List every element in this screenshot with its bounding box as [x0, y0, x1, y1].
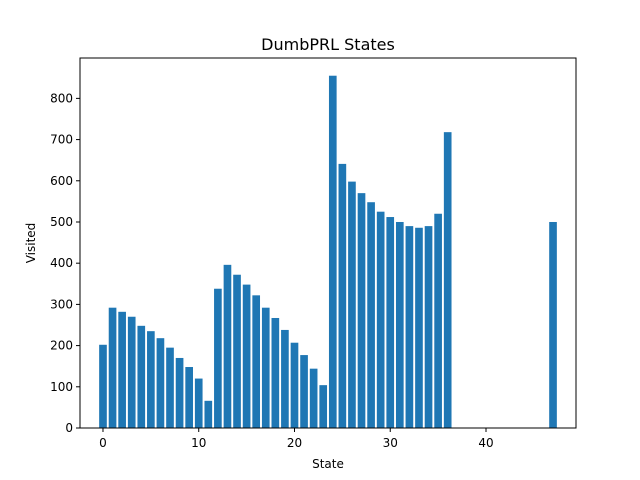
bar-state-17	[261, 307, 270, 428]
bar-state-29	[376, 211, 385, 428]
y-tick-label: 500	[50, 215, 73, 229]
y-tick-label: 300	[50, 297, 73, 311]
bar-state-3	[127, 316, 136, 428]
bar-state-6	[156, 338, 165, 428]
bar-state-14	[233, 274, 241, 428]
bar-state-5	[147, 331, 155, 428]
bar-state-18	[271, 317, 280, 428]
x-tick-label: 20	[287, 436, 302, 450]
chart-title: DumbPRL States	[261, 35, 395, 54]
y-axis-label: Visited	[24, 223, 38, 264]
bar-state-24	[328, 75, 337, 428]
bar-state-12	[214, 288, 222, 428]
x-axis-label: State	[312, 457, 344, 471]
axes-frame	[79, 57, 577, 429]
bar-state-25	[338, 163, 347, 428]
y-tick-label: 700	[50, 133, 73, 147]
y-tick-label: 100	[50, 380, 73, 394]
bar-state-23	[319, 385, 328, 428]
bar-state-15	[242, 284, 251, 428]
bar-state-7	[166, 347, 174, 428]
bar-state-20	[290, 342, 299, 428]
bar-state-19	[281, 329, 289, 428]
y-tick-label: 800	[50, 91, 73, 105]
bar-state-27	[357, 193, 366, 428]
bar-state-4	[137, 325, 146, 428]
y-tick-label: 400	[50, 256, 73, 270]
y-tick-label: 0	[65, 421, 73, 435]
bar-state-35	[434, 213, 442, 428]
bar-state-32	[405, 226, 414, 428]
x-ticks: 0 10 20 30 40	[99, 428, 494, 450]
bar-state-16	[252, 295, 261, 428]
bar-state-21	[300, 355, 308, 428]
bar-state-47	[549, 221, 557, 428]
x-tick-label: 0	[99, 436, 107, 450]
bar-state-26	[348, 181, 356, 428]
y-tick-label: 600	[50, 174, 73, 188]
x-tick-label: 40	[478, 436, 493, 450]
bar-state-31	[395, 221, 404, 428]
bar-state-10	[194, 378, 203, 428]
bars-group	[99, 75, 557, 428]
bar-state-0	[99, 344, 107, 428]
bar-state-2	[118, 311, 126, 428]
bar-state-9	[185, 367, 193, 428]
bar-state-36	[443, 132, 452, 428]
bar-state-8	[175, 357, 184, 428]
bar-state-22	[309, 368, 318, 428]
bar-state-33	[415, 227, 423, 428]
bar-state-13	[223, 264, 232, 428]
bar-state-34	[424, 226, 433, 428]
y-tick-label: 200	[50, 339, 73, 353]
y-ticks: 0 100 200 300 400 500 600 700 800	[50, 91, 80, 435]
x-tick-label: 30	[383, 436, 398, 450]
x-tick-label: 10	[191, 436, 206, 450]
bar-state-1	[108, 307, 117, 428]
bar-state-28	[367, 202, 375, 428]
bar-state-11	[204, 400, 213, 428]
bar-state-30	[386, 217, 395, 428]
